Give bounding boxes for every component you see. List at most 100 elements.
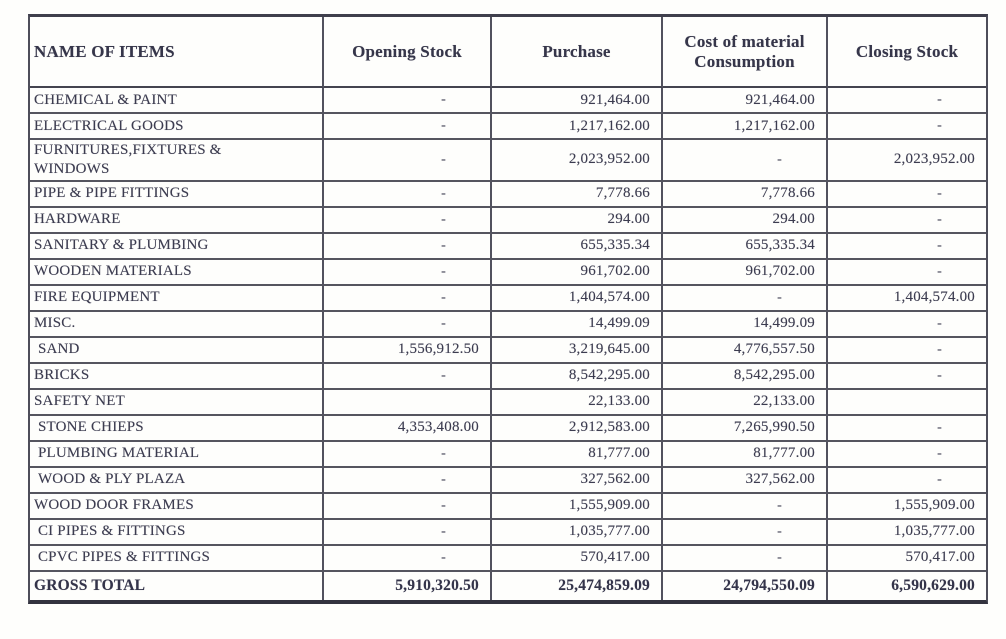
table-row: WOOD DOOR FRAMES - 1,555,909.00 - 1,555,… xyxy=(30,493,986,520)
closing-stock-cell: 1,555,909.00 xyxy=(828,494,986,520)
table-row: CHEMICAL & PAINT - 921,464.00 921,464.00… xyxy=(30,88,986,114)
item-name-cell: MISC. xyxy=(30,311,324,338)
opening-stock-cell: - xyxy=(324,114,492,140)
gross-total-row: GROSS TOTAL 5,910,320.50 25,474,859.09 2… xyxy=(30,571,986,600)
table-row: FURNITURES,FIXTURES & WINDOWS - 2,023,95… xyxy=(30,140,986,182)
col-header-opening-stock: Opening Stock xyxy=(324,17,492,88)
consumption-cell: 7,778.66 xyxy=(663,181,828,208)
item-name-cell: WOOD DOOR FRAMES xyxy=(30,493,324,520)
item-name-cell: CI PIPES & FITTINGS xyxy=(30,519,324,546)
closing-stock-cell: - xyxy=(828,260,986,286)
table-header-row: NAME OF ITEMS Opening Stock Purchase Cos… xyxy=(30,17,986,88)
table-row: WOODEN MATERIALS - 961,702.00 961,702.00… xyxy=(30,259,986,286)
purchase-cell: 921,464.00 xyxy=(492,88,663,114)
opening-stock-cell: - xyxy=(324,140,492,182)
opening-stock-cell xyxy=(324,389,492,416)
table-row: SANITARY & PLUMBING - 655,335.34 655,335… xyxy=(30,233,986,260)
gross-total-label: GROSS TOTAL xyxy=(30,571,324,600)
purchase-cell: 22,133.00 xyxy=(492,389,663,416)
purchase-cell: 327,562.00 xyxy=(492,467,663,494)
consumption-cell: 921,464.00 xyxy=(663,88,828,114)
item-name-cell: PIPE & PIPE FITTINGS xyxy=(30,181,324,208)
table-row: ELECTRICAL GOODS - 1,217,162.00 1,217,16… xyxy=(30,114,986,140)
item-name-cell: WOODEN MATERIALS xyxy=(30,259,324,286)
opening-stock-cell: - xyxy=(324,467,492,494)
consumption-cell: - xyxy=(663,519,828,546)
closing-stock-cell: - xyxy=(828,416,986,442)
item-name-cell: STONE CHIEPS xyxy=(30,415,324,442)
purchase-cell: 14,499.09 xyxy=(492,311,663,338)
purchase-cell: 7,778.66 xyxy=(492,181,663,208)
table-row: SAFETY NET 22,133.00 22,133.00 xyxy=(30,389,986,416)
consumption-cell: 961,702.00 xyxy=(663,259,828,286)
purchase-cell: 655,335.34 xyxy=(492,233,663,260)
col-header-cost-of-material-consumption: Cost of material Consumption xyxy=(663,17,828,88)
table-row: MISC. - 14,499.09 14,499.09 - xyxy=(30,311,986,338)
opening-stock-cell: 4,353,408.00 xyxy=(324,415,492,442)
closing-stock-cell: - xyxy=(828,234,986,260)
purchase-cell: 2,023,952.00 xyxy=(492,140,663,182)
opening-stock-cell: - xyxy=(324,441,492,468)
table-row: CI PIPES & FITTINGS - 1,035,777.00 - 1,0… xyxy=(30,519,986,546)
consumption-cell: - xyxy=(663,545,828,572)
table-row: WOOD & PLY PLAZA - 327,562.00 327,562.00… xyxy=(30,467,986,494)
consumption-cell: - xyxy=(663,493,828,520)
opening-stock-cell: - xyxy=(324,233,492,260)
closing-stock-cell: 570,417.00 xyxy=(828,546,986,572)
closing-stock-cell: - xyxy=(828,312,986,338)
opening-stock-cell: - xyxy=(324,88,492,114)
item-name-cell: HARDWARE xyxy=(30,207,324,234)
purchase-cell: 294.00 xyxy=(492,207,663,234)
opening-stock-cell: - xyxy=(324,493,492,520)
consumption-cell: 81,777.00 xyxy=(663,441,828,468)
table-row: STONE CHIEPS 4,353,408.00 2,912,583.00 7… xyxy=(30,415,986,442)
item-name-cell: FURNITURES,FIXTURES & WINDOWS xyxy=(30,140,324,182)
closing-stock-cell: - xyxy=(828,468,986,494)
gross-total-consumption: 24,794,550.09 xyxy=(663,571,828,600)
purchase-cell: 8,542,295.00 xyxy=(492,363,663,390)
table-body: CHEMICAL & PAINT - 921,464.00 921,464.00… xyxy=(30,88,986,572)
item-name-cell: ELECTRICAL GOODS xyxy=(30,114,324,140)
item-name-cell: CHEMICAL & PAINT xyxy=(30,88,324,114)
table-row: PIPE & PIPE FITTINGS - 7,778.66 7,778.66… xyxy=(30,181,986,208)
purchase-cell: 961,702.00 xyxy=(492,259,663,286)
item-name-cell: SAND xyxy=(30,337,324,364)
table-row: HARDWARE - 294.00 294.00 - xyxy=(30,207,986,234)
consumption-cell: 1,217,162.00 xyxy=(663,114,828,140)
table-row: CPVC PIPES & FITTINGS - 570,417.00 - 570… xyxy=(30,545,986,572)
consumption-cell: 8,542,295.00 xyxy=(663,363,828,390)
stock-summary-table: NAME OF ITEMS Opening Stock Purchase Cos… xyxy=(28,14,988,604)
purchase-cell: 1,404,574.00 xyxy=(492,285,663,312)
gross-total-opening-stock: 5,910,320.50 xyxy=(324,571,492,600)
item-name-cell: FIRE EQUIPMENT xyxy=(30,285,324,312)
gross-total-purchase: 25,474,859.09 xyxy=(492,571,663,600)
purchase-cell: 1,217,162.00 xyxy=(492,114,663,140)
table-row: PLUMBING MATERIAL - 81,777.00 81,777.00 … xyxy=(30,441,986,468)
closing-stock-cell: - xyxy=(828,114,986,140)
col-header-closing-stock: Closing Stock xyxy=(828,17,986,88)
col-header-purchase: Purchase xyxy=(492,17,663,88)
purchase-cell: 81,777.00 xyxy=(492,441,663,468)
purchase-cell: 2,912,583.00 xyxy=(492,415,663,442)
item-name-cell: PLUMBING MATERIAL xyxy=(30,441,324,468)
purchase-cell: 1,035,777.00 xyxy=(492,519,663,546)
opening-stock-cell: - xyxy=(324,311,492,338)
closing-stock-cell: - xyxy=(828,364,986,390)
purchase-cell: 3,219,645.00 xyxy=(492,337,663,364)
consumption-cell: 22,133.00 xyxy=(663,389,828,416)
closing-stock-cell: - xyxy=(828,208,986,234)
closing-stock-cell: - xyxy=(828,338,986,364)
table-row: FIRE EQUIPMENT - 1,404,574.00 - 1,404,57… xyxy=(30,285,986,312)
table-row: BRICKS - 8,542,295.00 8,542,295.00 - xyxy=(30,363,986,390)
consumption-cell: - xyxy=(663,140,828,182)
opening-stock-cell: - xyxy=(324,207,492,234)
consumption-cell: 14,499.09 xyxy=(663,311,828,338)
closing-stock-cell xyxy=(828,390,986,416)
closing-stock-cell: - xyxy=(828,88,986,114)
consumption-cell: 294.00 xyxy=(663,207,828,234)
item-name-cell: SAFETY NET xyxy=(30,389,324,416)
consumption-cell: - xyxy=(663,285,828,312)
consumption-cell: 7,265,990.50 xyxy=(663,415,828,442)
consumption-cell: 655,335.34 xyxy=(663,233,828,260)
closing-stock-cell: 1,035,777.00 xyxy=(828,520,986,546)
